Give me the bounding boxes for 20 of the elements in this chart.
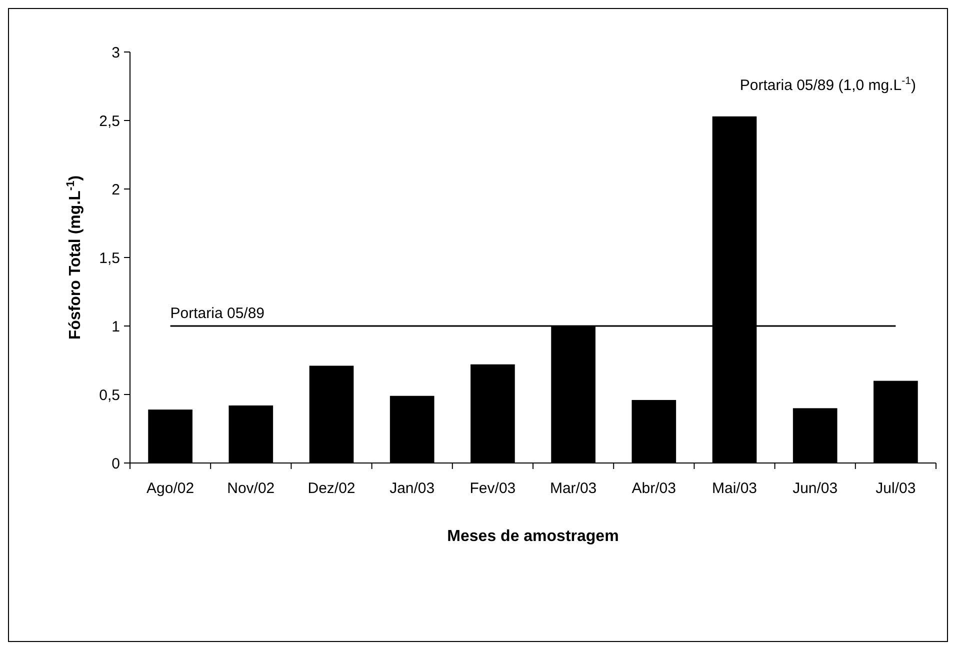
x-tick-label: Ago/02 [146,480,194,497]
x-tick-label: Abr/03 [632,480,676,497]
annotation: Portaria 05/89 (1,0 mg.L$^{-1}$) [740,75,916,94]
x-tick-label: Jun/03 [792,480,838,497]
ref-line-label: Portaria 05/89 [170,305,265,322]
x-tick-label: Nov/02 [227,480,275,497]
y-tick-label: 2,5 [99,112,120,130]
y-tick-label: 0,5 [99,386,120,404]
x-tick-label: Jan/03 [390,480,435,497]
y-tick-label: 3 [112,44,120,62]
x-tick-label: Fev/03 [470,480,516,497]
x-axis-title: Meses de amostragem [447,528,619,545]
x-tick-label: Dez/02 [308,480,356,497]
y-tick-label: 1 [112,318,120,336]
x-tick-label: Jul/03 [876,480,916,497]
x-tick-label: Mar/03 [550,480,597,497]
y-tick-label: 0 [112,455,120,472]
y-tick-label: 1,5 [99,250,120,267]
x-tick-label: Mai/03 [712,480,758,497]
y-tick-label: 2 [112,181,120,198]
